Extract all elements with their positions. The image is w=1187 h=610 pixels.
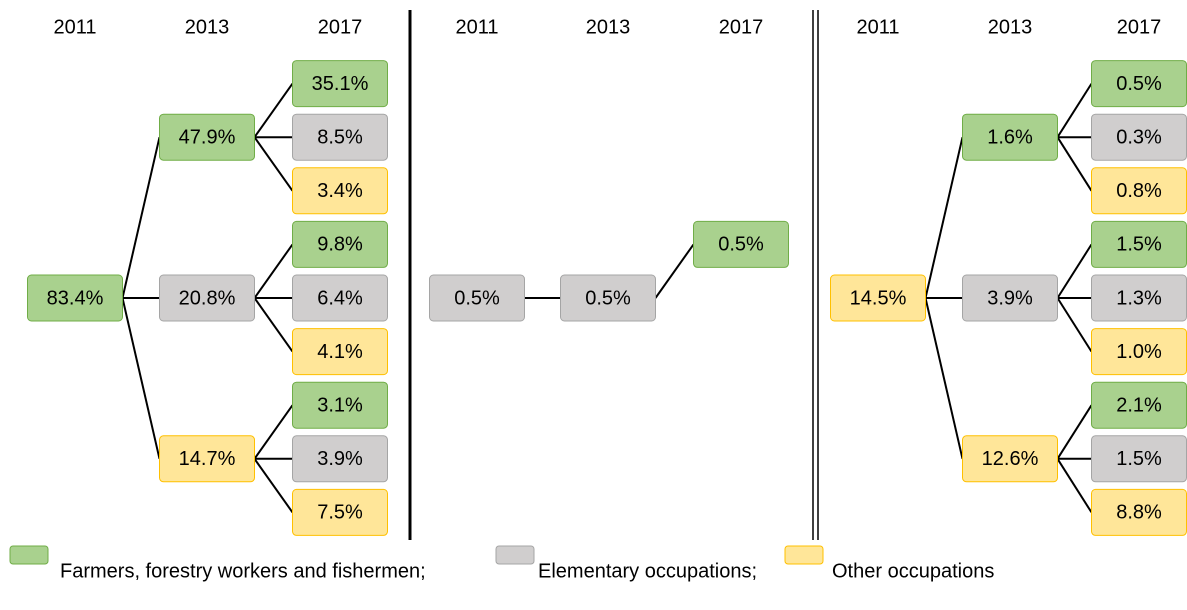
- connector: [121, 136, 161, 299]
- connector: [253, 136, 294, 192]
- legend-swatch: [495, 545, 535, 565]
- node-box: [292, 328, 388, 376]
- year-header: 2011: [53, 16, 96, 38]
- year-header: 2011: [455, 16, 498, 38]
- year-header: 2017: [1117, 16, 1162, 38]
- node-label: 0.3%: [1116, 126, 1162, 148]
- node-label: 0.5%: [718, 234, 764, 256]
- node-label: 35.1%: [312, 73, 369, 95]
- connector: [1056, 297, 1093, 353]
- connector: [253, 83, 294, 138]
- legend-swatch: [9, 545, 49, 565]
- node-label: 12.6%: [982, 448, 1039, 470]
- node-label: 3.1%: [317, 394, 363, 416]
- node-label: 1.3%: [1116, 287, 1162, 309]
- node-box: [159, 113, 255, 161]
- node-box: [830, 274, 926, 322]
- node-box: [292, 220, 388, 268]
- node-label: 20.8%: [179, 287, 236, 309]
- year-header: 2017: [719, 16, 764, 38]
- node-label: 4.1%: [317, 341, 363, 363]
- node-label: 83.4%: [47, 287, 104, 309]
- node-label: 6.4%: [317, 287, 363, 309]
- legend-swatch: [784, 545, 824, 565]
- connector: [121, 297, 161, 460]
- connector: [924, 136, 964, 299]
- node-label: 3.9%: [987, 287, 1033, 309]
- legend-label: Elementary occupations;: [538, 560, 757, 582]
- connector: [253, 297, 294, 353]
- node-label: 1.5%: [1116, 234, 1162, 256]
- node-label: 1.0%: [1116, 341, 1162, 363]
- connector: [654, 243, 695, 299]
- node-label: 0.5%: [1116, 73, 1162, 95]
- node-box: [429, 274, 525, 322]
- connector: [253, 458, 294, 513]
- node-box: [292, 381, 388, 429]
- node-label: 1.6%: [987, 126, 1033, 148]
- node-box: [292, 167, 388, 215]
- connector: [253, 404, 294, 460]
- node-label: 14.7%: [179, 448, 236, 470]
- node-box: [159, 435, 255, 483]
- node-box: [27, 274, 123, 322]
- node-label: 8.5%: [317, 126, 363, 148]
- node-box: [693, 220, 789, 268]
- year-header: 2013: [988, 16, 1033, 38]
- year-header: 2017: [318, 16, 363, 38]
- connector: [1056, 136, 1093, 192]
- year-header: 2013: [586, 16, 631, 38]
- connector: [1056, 458, 1093, 513]
- legend-label: Other occupations: [832, 560, 994, 582]
- node-label: 14.5%: [850, 287, 907, 309]
- node-label: 47.9%: [179, 126, 236, 148]
- node-box: [292, 435, 388, 483]
- node-label: 3.9%: [317, 448, 363, 470]
- node-box: [962, 435, 1058, 483]
- node-label: 2.1%: [1116, 394, 1162, 416]
- node-label: 8.8%: [1116, 502, 1162, 524]
- node-label: 9.8%: [317, 234, 363, 256]
- year-header: 2013: [185, 16, 230, 38]
- connector: [1056, 404, 1093, 460]
- node-box: [560, 274, 656, 322]
- legend-label: Farmers, forestry workers and fishermen;: [60, 560, 426, 582]
- node-box: [292, 60, 388, 108]
- year-header: 2011: [856, 16, 899, 38]
- connector: [253, 243, 294, 299]
- node-label: 3.4%: [317, 180, 363, 202]
- node-label: 0.8%: [1116, 180, 1162, 202]
- node-box: [292, 488, 388, 536]
- node-label: 1.5%: [1116, 448, 1162, 470]
- node-box: [962, 274, 1058, 322]
- node-box: [159, 274, 255, 322]
- node-label: 0.5%: [585, 287, 631, 309]
- connector: [924, 297, 964, 460]
- node-box: [962, 113, 1058, 161]
- connector: [1056, 243, 1093, 299]
- node-box: [292, 113, 388, 161]
- node-label: 0.5%: [454, 287, 500, 309]
- node-box: [292, 274, 388, 322]
- connector: [1056, 83, 1093, 138]
- node-label: 7.5%: [317, 502, 363, 524]
